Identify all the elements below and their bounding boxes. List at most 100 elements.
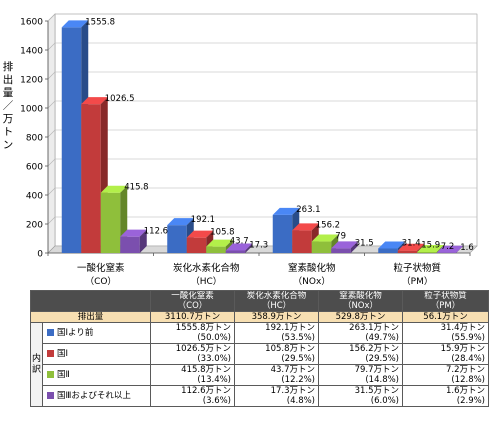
table-value-cell: 31.4万トン bbox=[402, 322, 489, 333]
bar-top bbox=[331, 241, 358, 249]
data-label: 31.4 bbox=[402, 238, 421, 248]
bar-top bbox=[61, 20, 89, 28]
data-label: 15.9 bbox=[421, 241, 440, 251]
gridline-side bbox=[47, 42, 56, 51]
table-side-label-char: 訳 bbox=[31, 364, 41, 375]
table-percent-cell: (49.7%) bbox=[318, 333, 403, 344]
y-axis-title-char: ／ bbox=[3, 100, 14, 112]
legend-swatch bbox=[47, 350, 54, 357]
data-label: 1.6 bbox=[460, 243, 474, 253]
table-total-row: 排出量 3110.7万トン 358.9万トン 529.8万トン 56.1万トン bbox=[30, 311, 489, 323]
table-value-cell: 192.1万トン bbox=[234, 322, 319, 333]
bar-side bbox=[245, 243, 253, 253]
table-header-text: 粒子状物質 bbox=[424, 291, 467, 302]
y-tick-label: 600 bbox=[26, 163, 43, 173]
bar-front bbox=[81, 104, 101, 253]
y-tick-label: 1200 bbox=[20, 76, 43, 86]
table-header-text: （HC） bbox=[261, 301, 292, 311]
table-legend-cell: 国Ⅱ bbox=[42, 364, 151, 386]
bar bbox=[167, 218, 194, 253]
bar-top bbox=[81, 97, 108, 105]
table-side-label-char: 内 bbox=[31, 353, 41, 364]
table-total-label: 排出量 bbox=[30, 311, 151, 323]
bar-top bbox=[167, 218, 194, 226]
data-label: 263.1 bbox=[296, 205, 320, 215]
bar-top bbox=[120, 229, 147, 237]
table-percent-cell: (33.0%) bbox=[150, 354, 235, 365]
data-label: 156.2 bbox=[316, 220, 340, 230]
table-value-cell: 112.6万トン bbox=[150, 385, 235, 396]
data-label: 415.8 bbox=[124, 183, 148, 193]
bar-top bbox=[100, 185, 128, 193]
bar-front bbox=[100, 192, 121, 253]
y-tick-label: 200 bbox=[26, 221, 43, 231]
bar-top bbox=[272, 207, 300, 215]
gridline-side bbox=[47, 158, 56, 167]
legend-swatch bbox=[47, 392, 54, 399]
bar bbox=[120, 229, 147, 253]
y-axis-title-char: ン bbox=[3, 139, 14, 151]
table-header-blank bbox=[30, 290, 151, 312]
table-percent-cell: (3.6%) bbox=[150, 396, 235, 407]
bar-front bbox=[272, 214, 293, 253]
table-value-cell: 79.7万トン bbox=[318, 364, 403, 375]
gridline-side bbox=[47, 187, 56, 196]
table-total-value: 56.1万トン bbox=[402, 311, 489, 323]
bar-front bbox=[206, 246, 226, 253]
table-header-row: 一酸化窒素 （CO） 炭化水素化合物 （HC） 窒素酸化物 （NOx） 粒子状物質 （PM） bbox=[30, 290, 489, 312]
bar bbox=[436, 245, 464, 253]
labels-layer: 一酸化窒素 （CO） 1555.8 1026.5 415.8 112.6 炭化水素化合物 （H… bbox=[77, 17, 474, 287]
table-percent-cell: (13.4%) bbox=[150, 375, 235, 386]
table-percent-cell: (53.5%) bbox=[234, 333, 319, 344]
y-axis-title-char: 出 bbox=[3, 73, 14, 86]
table-row: 国Ⅱ 415.8万トン 43.7万トン 79.7万トン 7.2万トン bbox=[31, 364, 489, 386]
y-tick-label: 1000 bbox=[20, 105, 43, 115]
bar bbox=[417, 244, 444, 253]
bars-layer bbox=[61, 20, 464, 254]
table-header-text: （CO） bbox=[177, 301, 208, 311]
bar-top bbox=[292, 223, 319, 231]
table-value-cell: 1555.8万トン bbox=[150, 322, 235, 333]
table-header-text: （PM） bbox=[430, 301, 461, 311]
table-row: 国Ⅲおよびそれ以上 112.6万トン 17.3万トン 31.5万トン 1.6万トン bbox=[31, 385, 489, 407]
table-value-cell: 15.9万トン bbox=[402, 343, 489, 354]
bar-front bbox=[417, 251, 437, 253]
category-label-sub: （PM） bbox=[402, 276, 433, 287]
table-side-label: 内訳 bbox=[30, 322, 43, 407]
table-header-text: 一酸化窒素 bbox=[171, 291, 214, 302]
table-percent-cell: (2.9%) bbox=[402, 396, 489, 407]
y-axis-title: 排出量／万トン bbox=[3, 60, 14, 151]
bar-top bbox=[397, 243, 425, 251]
table-header-cell: 粒子状物質 （PM） bbox=[402, 290, 489, 312]
bar-front bbox=[397, 250, 418, 253]
category-label-sub: （CO） bbox=[85, 276, 116, 287]
bar-front bbox=[378, 248, 398, 253]
table-percent-cell: (28.4%) bbox=[402, 354, 489, 365]
table-percent-cell: (6.0%) bbox=[318, 396, 403, 407]
bar-side bbox=[350, 241, 358, 253]
data-label: 79 bbox=[335, 232, 346, 242]
table-percent-cell: (4.8%) bbox=[234, 396, 319, 407]
y-tick-label: 800 bbox=[26, 134, 43, 144]
table-value-cell: 156.2万トン bbox=[318, 343, 403, 354]
table-legend-cell: 国Ⅰ bbox=[42, 343, 151, 365]
category-label-sub: （NOx） bbox=[293, 276, 330, 287]
table-value-cell: 43.7万トン bbox=[234, 364, 319, 375]
y-axis-title-char: 量 bbox=[3, 87, 14, 99]
table-legend-cell: 国Ⅲおよびそれ以上 bbox=[42, 385, 151, 407]
table-value-cell: 17.3万トン bbox=[234, 385, 319, 396]
legend-label: 国Ⅰより前 bbox=[57, 328, 94, 338]
data-table: 一酸化窒素 （CO） 炭化水素化合物 （HC） 窒素酸化物 （NOx） 粒子状物質 （PM）排… bbox=[30, 290, 489, 407]
data-label: 112.6 bbox=[144, 227, 168, 237]
gridline-side bbox=[47, 71, 56, 80]
table-percent-cell: (12.2%) bbox=[234, 375, 319, 386]
data-label: 7.2 bbox=[441, 242, 455, 252]
data-label: 105.8 bbox=[210, 228, 234, 238]
table-header-text: 窒素酸化物 bbox=[339, 291, 382, 302]
data-label: 31.5 bbox=[355, 238, 374, 248]
legend-swatch bbox=[47, 371, 54, 378]
bar-front bbox=[186, 237, 207, 253]
bar bbox=[331, 241, 358, 253]
y-axis-title-char: 万 bbox=[3, 113, 14, 125]
category-label: 一酸化窒素 bbox=[77, 262, 125, 274]
